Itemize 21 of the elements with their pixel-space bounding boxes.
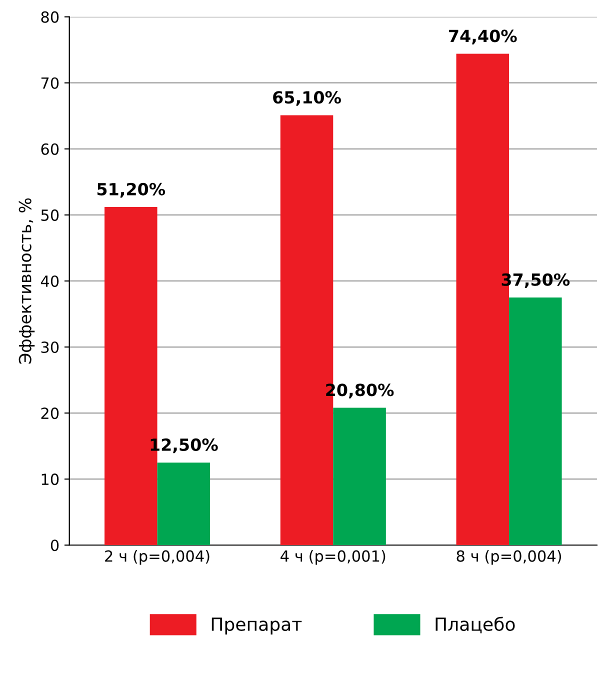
- legend-label: Плацебо: [436, 616, 515, 634]
- y-axis-title: Эффективность, %: [18, 198, 35, 364]
- bar: [333, 408, 386, 546]
- data-label: 65,10%: [273, 91, 341, 106]
- y-tick-label: 10: [42, 474, 59, 486]
- y-tick-label: 30: [41, 341, 59, 354]
- data-label: 51,20%: [97, 182, 166, 198]
- y-tick-label: 20: [41, 408, 59, 420]
- y-tick-label: 50: [41, 209, 59, 221]
- legend-label: Препарат: [212, 618, 302, 635]
- y-tick-label: 80: [41, 11, 59, 23]
- data-label: 74,40%: [449, 30, 517, 44]
- y-tick-label: 40: [40, 275, 59, 287]
- x-tick-label: 4 ч (p=0,001): [280, 550, 386, 565]
- y-tick-label: 0: [50, 540, 59, 552]
- bar: [157, 462, 210, 546]
- y-tick-label: 60: [41, 143, 59, 155]
- y-tick-label: 70: [41, 77, 59, 89]
- x-tick-label: 8 ч (p=0,004): [456, 550, 562, 565]
- x-tick-label: 2 ч (p=0,004): [105, 550, 210, 565]
- bar: [509, 297, 562, 546]
